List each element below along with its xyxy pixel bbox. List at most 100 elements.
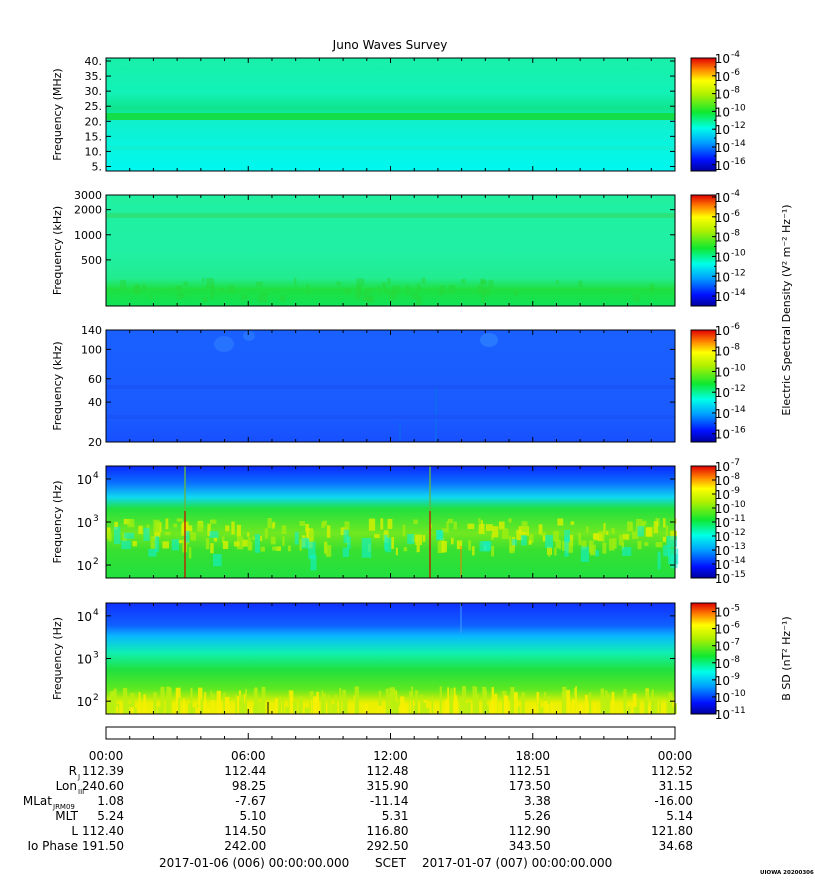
texture-mark — [618, 534, 624, 546]
colorbar-tick-exp: -8 — [731, 86, 740, 96]
texture-band — [106, 385, 675, 389]
texture-mark — [538, 524, 543, 535]
colorbar-tick-base: 10 — [715, 708, 730, 722]
texture-mark — [305, 523, 309, 533]
texture-mark — [245, 689, 247, 714]
texture-mark — [212, 283, 215, 291]
texture-mark — [188, 547, 192, 559]
ephemeris-value: 98.25 — [232, 779, 266, 793]
texture-mark — [218, 690, 222, 714]
footer-stamp: UIOWA 20200306 — [760, 870, 814, 876]
y-tick-label: 10 — [77, 610, 92, 624]
texture-mark — [285, 706, 289, 714]
texture-mark — [236, 524, 241, 537]
texture-mark — [483, 541, 492, 551]
texture-mark — [321, 693, 326, 714]
texture-mark — [564, 529, 571, 543]
ephemeris-value: 114.50 — [224, 824, 266, 838]
colorbar-tick-base: 10 — [715, 558, 730, 572]
texture-mark — [553, 530, 559, 542]
texture-mark — [417, 283, 421, 293]
texture-mark — [301, 537, 310, 549]
texture-mark — [113, 688, 117, 714]
texture-mark — [520, 535, 527, 546]
texture-mark — [175, 687, 179, 714]
texture-mark — [377, 705, 382, 714]
texture-mark — [187, 525, 193, 531]
texture-mark — [389, 694, 392, 714]
texture-mark — [116, 706, 118, 714]
texture-mark — [221, 536, 225, 543]
y-tick-label: 20 — [88, 436, 102, 449]
colorbar-tick-exp: -11 — [731, 514, 746, 524]
texture-mark — [205, 538, 210, 550]
texture-mark — [174, 285, 183, 292]
texture-mark — [343, 529, 349, 544]
colorbar-tick-exp: -8 — [731, 343, 740, 353]
texture-mark — [422, 702, 427, 714]
y-tick-label: 10 — [77, 516, 92, 530]
texture-mark — [482, 686, 487, 714]
texture-mark — [254, 534, 260, 553]
texture-mark — [491, 545, 495, 557]
texture-mark — [403, 547, 408, 552]
texture-mark — [127, 519, 135, 528]
texture-mark — [485, 524, 493, 531]
texture-mark — [235, 694, 238, 714]
texture-mark — [391, 285, 400, 295]
texture-mark — [162, 541, 170, 549]
colorbar-gradient — [690, 602, 717, 715]
texture-mark — [528, 533, 534, 543]
texture-mark — [168, 687, 172, 714]
texture-mark — [647, 705, 650, 714]
ephemeris-value: 242.00 — [224, 839, 266, 853]
colorbar-tick-exp: -5 — [731, 604, 740, 614]
texture-mark — [666, 535, 678, 548]
texture-mark — [153, 692, 157, 714]
y-axis-label: Frequency (kHz) — [51, 206, 64, 295]
colorbar-tick-exp: -7 — [731, 458, 740, 468]
texture-mark — [389, 291, 396, 301]
texture-mark — [198, 687, 203, 714]
texture-mark — [472, 686, 475, 714]
texture-mark — [173, 523, 178, 528]
colorbar-tick-exp: -7 — [731, 638, 740, 648]
ephemeris-value: 173.50 — [509, 779, 551, 793]
texture-mark — [502, 528, 509, 539]
texture-mark — [374, 534, 380, 539]
texture-mark — [416, 544, 420, 553]
texture-mark — [346, 536, 351, 549]
colorbar-tick-exp: -10 — [731, 689, 746, 699]
colorbar-tick-base: 10 — [715, 544, 730, 558]
texture-mark — [606, 693, 611, 714]
texture-mark — [477, 284, 484, 294]
colorbar-tick-exp: -8 — [731, 472, 740, 482]
band-1600khz — [106, 213, 675, 218]
texture-mark — [143, 527, 150, 541]
texture-mark — [562, 686, 567, 714]
texture-mark — [462, 686, 467, 714]
texture-mark — [381, 282, 387, 290]
ephemeris-value: 343.50 — [509, 839, 551, 853]
texture-mark — [138, 692, 141, 714]
texture-mark — [663, 518, 666, 528]
texture-mark — [555, 539, 559, 549]
texture-mark — [153, 519, 160, 533]
panels: 40. 35. 30. 25. 20. 15. 10. 5. Frequency (MHz) 10… — [51, 50, 793, 722]
ephemeris-label: MLat — [23, 794, 52, 808]
ephemeris-value: 116.80 — [367, 824, 409, 838]
texture-mark — [202, 296, 208, 303]
colorbar-tick-base: 10 — [715, 191, 730, 205]
texture-mark — [449, 285, 456, 293]
texture-mark — [566, 540, 573, 553]
texture-mark — [331, 703, 335, 714]
texture-mark — [207, 523, 211, 537]
y-tick-label: 10 — [77, 653, 92, 667]
texture-mark — [471, 705, 474, 714]
texture-mark — [449, 695, 453, 714]
texture-mark — [637, 526, 644, 537]
colorbar-tick-base: 10 — [715, 211, 730, 225]
spectrogram-hfr-low — [106, 195, 675, 306]
texture-mark — [558, 540, 562, 550]
texture-mark — [494, 693, 498, 714]
